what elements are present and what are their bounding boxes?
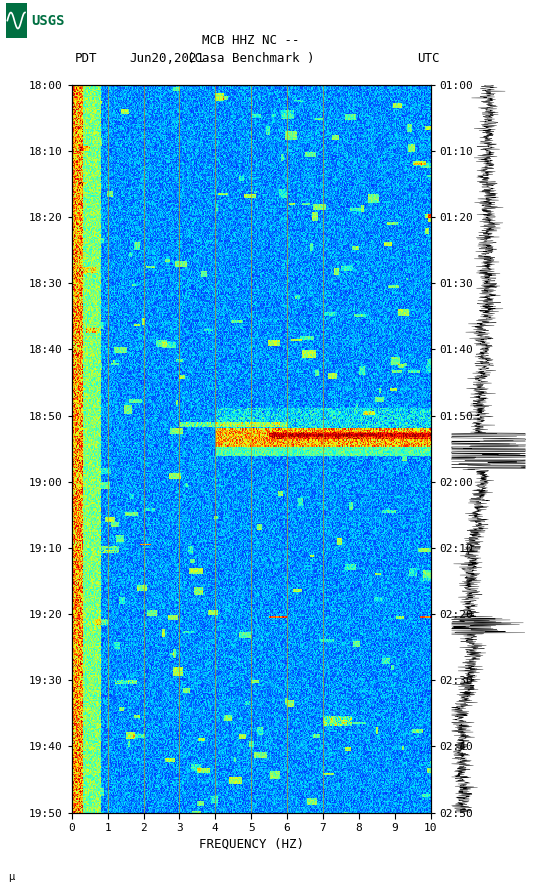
Text: USGS: USGS [31,13,65,28]
Text: μ: μ [8,872,14,882]
Text: UTC: UTC [417,52,439,64]
Text: PDT: PDT [75,52,97,64]
FancyBboxPatch shape [6,3,26,38]
Text: Jun20,2021: Jun20,2021 [130,52,205,64]
Text: (Casa Benchmark ): (Casa Benchmark ) [188,52,315,64]
X-axis label: FREQUENCY (HZ): FREQUENCY (HZ) [199,838,304,850]
Text: MCB HHZ NC --: MCB HHZ NC -- [203,34,300,46]
